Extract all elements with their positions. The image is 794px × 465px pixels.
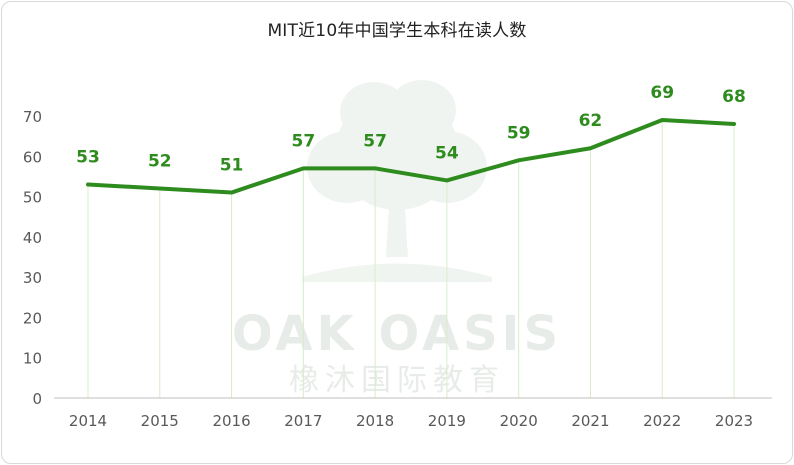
data-label: 57 [363, 131, 387, 151]
x-tick-label: 2016 [212, 412, 250, 430]
x-tick-label: 2014 [69, 412, 107, 430]
data-label: 69 [650, 83, 674, 103]
watermark: OAK OASIS 橡沐国际教育 [232, 80, 562, 398]
chart-title: MIT近10年中国学生本科在读人数 [267, 21, 527, 41]
x-tick-label: 2017 [284, 412, 322, 430]
y-tick-label: 40 [23, 229, 42, 247]
x-tick-label: 2019 [428, 412, 466, 430]
y-tick-label: 10 [23, 350, 42, 368]
data-label: 51 [220, 156, 244, 176]
x-tick-label: 2022 [643, 412, 681, 430]
x-tick-label: 2023 [715, 412, 753, 430]
data-labels: 53 52 51 57 57 54 59 62 69 68 [76, 83, 746, 176]
x-tick-label: 2020 [500, 412, 538, 430]
y-tick-label: 50 [23, 189, 42, 207]
x-tick-label: 2021 [571, 412, 609, 430]
drop-lines [87, 120, 735, 398]
watermark-line2: 橡沐国际教育 [289, 363, 505, 398]
watermark-line1: OAK OASIS [232, 306, 562, 362]
y-axis: 0 10 20 30 40 50 60 70 [23, 108, 42, 408]
oak-tree-logo-icon [302, 80, 492, 282]
data-label: 62 [579, 111, 603, 131]
y-tick-label: 20 [23, 309, 42, 327]
y-tick-label: 70 [23, 108, 42, 126]
x-tick-label: 2015 [141, 412, 179, 430]
data-label: 68 [722, 87, 746, 107]
series-line [86, 118, 736, 195]
x-tick-label: 2018 [356, 412, 394, 430]
data-label: 57 [291, 131, 315, 151]
data-label: 59 [507, 123, 531, 143]
y-tick-label: 0 [32, 390, 42, 408]
data-label: 54 [435, 143, 459, 163]
data-label: 53 [76, 147, 100, 167]
x-axis: 2014 2015 2016 2017 2018 2019 2020 2021 2022 2023 [69, 412, 753, 430]
y-tick-label: 30 [23, 269, 42, 287]
y-tick-label: 60 [23, 148, 42, 166]
data-label: 52 [148, 152, 172, 172]
